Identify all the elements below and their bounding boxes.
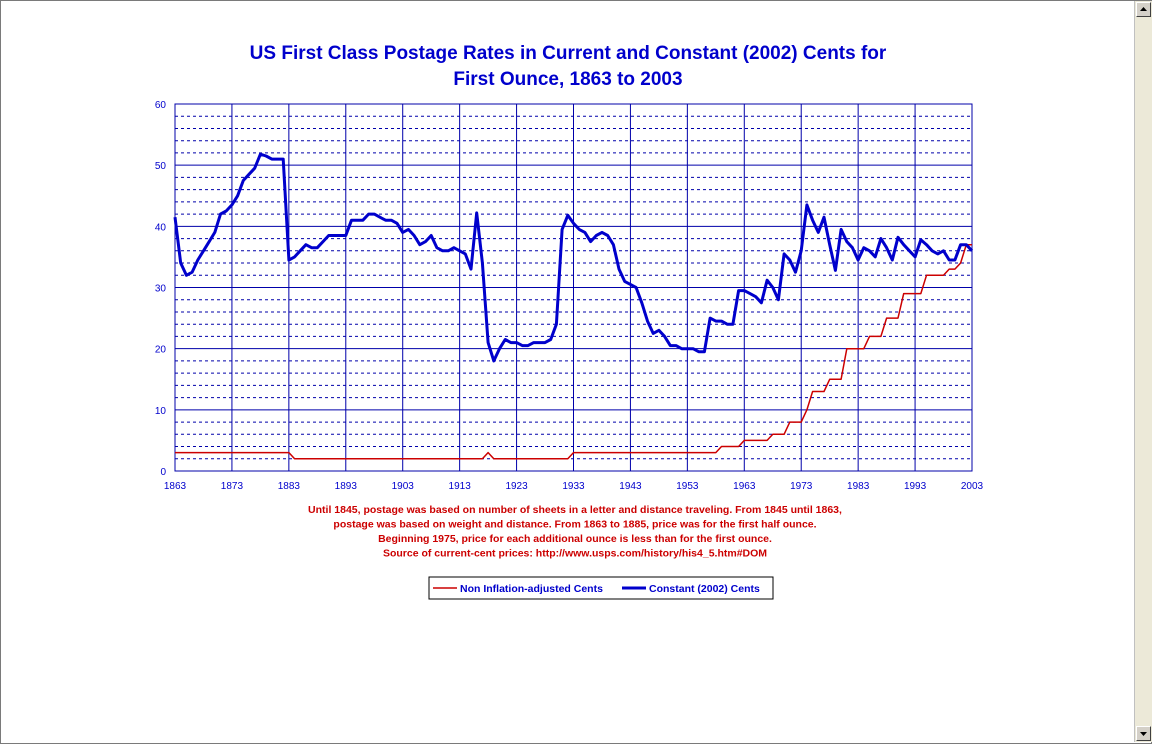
x-tick-label: 1863: [164, 481, 187, 492]
y-tick-label: 60: [155, 100, 167, 111]
y-tick-label: 0: [160, 467, 166, 478]
legend-label-constant-cents: Constant (2002) Cents: [649, 583, 760, 595]
chart-note-line: Source of current-cent prices: http://ww…: [383, 548, 767, 560]
arrow-up-icon: [1140, 7, 1147, 11]
x-tick-label: 1963: [733, 481, 756, 492]
chart-note-line: Beginning 1975, price for each additiona…: [378, 533, 772, 545]
chart-notes: Until 1845, postage was based on number …: [308, 504, 842, 560]
chart-title-line: First Ounce, 1863 to 2003: [453, 69, 682, 90]
x-tick-label: 1913: [449, 481, 472, 492]
vertical-scrollbar[interactable]: [1134, 1, 1152, 742]
x-tick-label: 1953: [676, 481, 699, 492]
chart-grid: [174, 103, 973, 472]
chart-title: US First Class Postage Rates in Current …: [250, 43, 887, 90]
y-tick-label: 40: [155, 222, 167, 233]
x-tick-label: 1973: [790, 481, 813, 492]
scroll-down-button[interactable]: [1136, 726, 1151, 741]
axis-ticks: 0 10 20 30 40 50 60 1863 1873 1883 1893 1903 1913 192…: [155, 100, 984, 492]
arrow-down-icon: [1140, 732, 1147, 736]
x-tick-label: 1933: [562, 481, 585, 492]
x-tick-label: 1923: [505, 481, 528, 492]
legend-box: [428, 576, 774, 600]
chart-series: [173, 152, 974, 460]
chart-legend: Non Inflation-adjusted Cents Constant (20…: [428, 576, 774, 600]
x-tick-label: 1893: [335, 481, 358, 492]
legend-label-current-cents: Non Inflation-adjusted Cents: [460, 583, 603, 595]
x-tick-label: 1983: [847, 481, 870, 492]
x-tick-label: 1883: [278, 481, 301, 492]
y-tick-label: 50: [155, 161, 167, 172]
chart-note-line: Until 1845, postage was based on number …: [308, 504, 842, 516]
series-line-current-cents: [175, 243, 972, 460]
x-tick-label: 1943: [619, 481, 642, 492]
y-tick-label: 10: [155, 406, 167, 417]
y-tick-label: 20: [155, 345, 167, 356]
series-line-constant-cents: [173, 152, 974, 363]
chart-title-line: US First Class Postage Rates in Current …: [250, 43, 887, 64]
scroll-up-button[interactable]: [1136, 2, 1151, 17]
chart-note-line: postage was based on weight and distance…: [333, 519, 816, 531]
x-tick-label: 1873: [221, 481, 244, 492]
y-tick-label: 30: [155, 284, 167, 295]
x-tick-label: 1993: [904, 481, 927, 492]
x-tick-label: 2003: [961, 481, 984, 492]
x-tick-label: 1903: [392, 481, 415, 492]
